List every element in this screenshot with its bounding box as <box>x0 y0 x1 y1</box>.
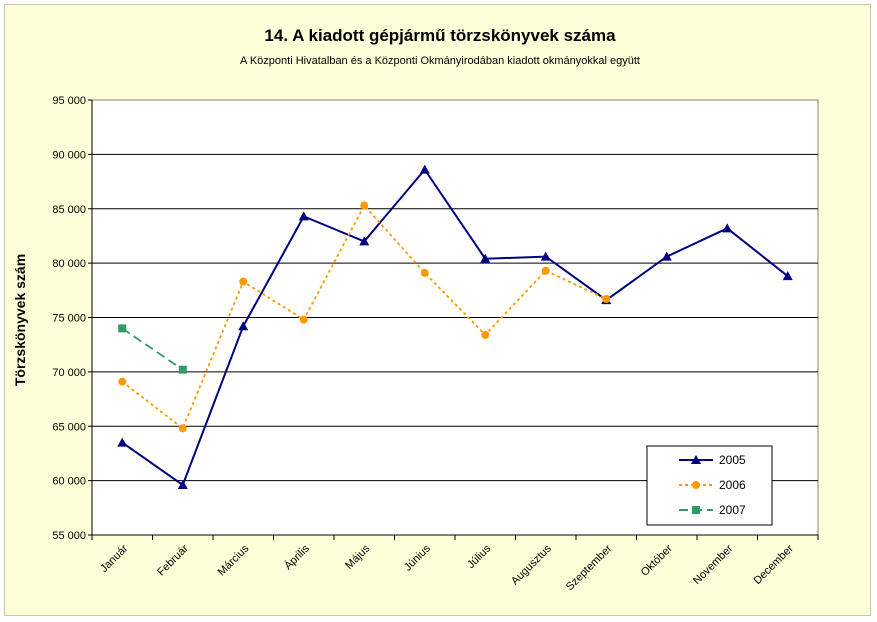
data-point-2006 <box>299 315 308 324</box>
y-tick-label: 85 000 <box>52 204 86 216</box>
data-point-2006 <box>178 424 187 433</box>
y-tick-label: 55 000 <box>52 530 86 542</box>
data-point-2006 <box>481 330 490 339</box>
series-line-2007 <box>121 327 184 371</box>
data-point-2006 <box>360 201 369 210</box>
series-line-2005 <box>121 167 789 487</box>
y-tick-label: 70 000 <box>52 367 86 379</box>
y-axis-label: Törzskönyvek szám <box>12 254 28 386</box>
x-tick-label: Február <box>155 542 191 578</box>
legend-label-2006: 2006 <box>719 478 746 492</box>
data-point-2005 <box>722 223 733 233</box>
data-point-2005 <box>419 164 430 174</box>
x-tick-label: Május <box>343 542 373 572</box>
legend-marker-2007 <box>692 506 700 514</box>
y-tick-label: 75 000 <box>52 313 86 325</box>
data-point-2007 <box>118 324 127 333</box>
x-tick-label: Szeptember <box>564 542 615 593</box>
data-point-2005 <box>177 479 188 489</box>
x-tick-label: December <box>752 542 797 587</box>
legend-label-2007: 2007 <box>719 503 746 517</box>
x-tick-label: Június <box>402 542 433 573</box>
data-point-2006 <box>541 266 550 275</box>
data-point-2005 <box>480 253 491 263</box>
legend-label-2005: 2005 <box>719 453 746 467</box>
legend-marker-2005 <box>691 455 701 464</box>
x-tick-label: Október <box>639 542 675 578</box>
legend-marker-2006 <box>692 481 700 489</box>
data-point-2005 <box>117 437 128 447</box>
data-point-2006 <box>239 277 248 286</box>
data-point-2007 <box>178 365 187 374</box>
x-tick-label: Március <box>216 542 252 578</box>
y-tick-label: 65 000 <box>52 421 86 433</box>
x-tick-label: Augusztus <box>509 542 554 587</box>
x-tick-label: November <box>691 542 736 587</box>
data-point-2005 <box>782 271 793 281</box>
data-point-2006 <box>420 268 429 277</box>
x-tick-label: Január <box>98 542 131 575</box>
data-point-2005 <box>661 251 672 261</box>
chart-subtitle: A Központi Hivatalban és a Központi Okmá… <box>240 55 640 67</box>
x-tick-label: Április <box>281 542 312 573</box>
data-point-2005 <box>540 251 551 261</box>
y-tick-label: 95 000 <box>52 95 86 107</box>
y-tick-label: 90 000 <box>52 149 86 161</box>
data-point-2005 <box>238 321 249 331</box>
x-tick-label: Július <box>465 542 494 571</box>
data-point-2005 <box>298 211 309 221</box>
data-point-2006 <box>118 377 127 386</box>
data-point-2006 <box>602 295 611 304</box>
y-tick-label: 80 000 <box>52 258 86 270</box>
y-tick-label: 60 000 <box>52 476 86 488</box>
chart-title: 14. A kiadott gépjármű törzskönyvek szám… <box>264 26 616 45</box>
data-point-2005 <box>359 236 370 246</box>
